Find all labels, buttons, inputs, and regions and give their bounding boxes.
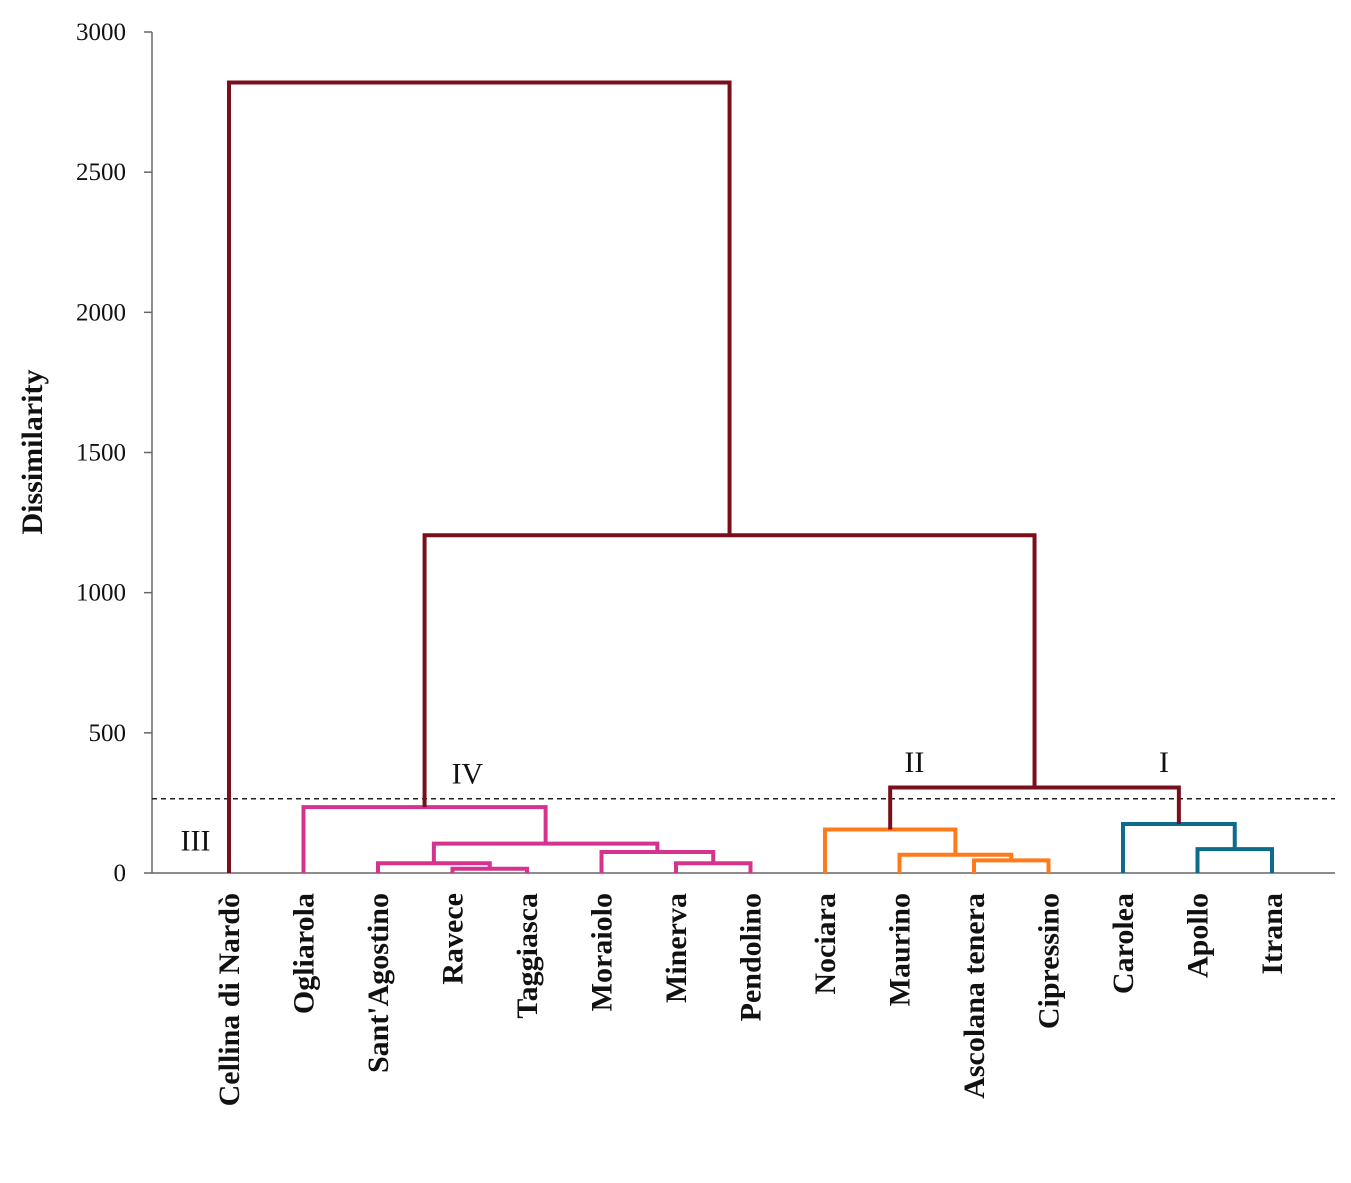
leaf-label: Sant'Agostino bbox=[362, 893, 395, 1073]
cluster-label: III bbox=[180, 825, 210, 858]
y-tick-label: 3000 bbox=[76, 19, 126, 46]
dendrogram-link bbox=[1195, 847, 1274, 873]
y-tick-label: 2000 bbox=[76, 299, 126, 326]
y-axis-title: Dissimilarity bbox=[16, 370, 49, 535]
leaf-labels: Cellina di Nardò Ogliarola Sant'Agostino Ra… bbox=[213, 893, 1289, 1106]
dendrogram-link bbox=[227, 80, 732, 873]
dendrogram-link bbox=[972, 858, 1051, 873]
y-tick-label: 1000 bbox=[76, 580, 126, 607]
dendrogram-link bbox=[422, 533, 1037, 808]
leaf-label: Itrana bbox=[1256, 893, 1289, 975]
y-axis: 0 500 1000 1500 2000 2500 3000 bbox=[76, 19, 1335, 887]
y-tick-label: 2500 bbox=[76, 159, 126, 186]
dendrogram-links bbox=[227, 80, 1274, 873]
leaf-label: Moraiolo bbox=[586, 893, 619, 1011]
leaf-label: Taggiasca bbox=[511, 893, 544, 1019]
dendrogram-link bbox=[674, 861, 753, 873]
leaf-label: Cellina di Nardò bbox=[213, 893, 246, 1106]
leaf-label: Ogliarola bbox=[288, 893, 321, 1014]
y-tick-label: 0 bbox=[114, 860, 127, 887]
leaf-label: Nociara bbox=[809, 893, 842, 995]
leaf-label: Carolea bbox=[1107, 893, 1140, 994]
leaf-label: Pendolino bbox=[735, 893, 768, 1021]
dendrogram-link bbox=[301, 805, 548, 873]
cluster-label: IV bbox=[452, 757, 484, 790]
y-tick-label: 1500 bbox=[76, 440, 126, 467]
dendrogram-link bbox=[897, 852, 1014, 873]
cluster-label: I bbox=[1159, 746, 1169, 779]
y-tick-label: 500 bbox=[89, 720, 127, 747]
leaf-label: Minerva bbox=[660, 893, 693, 1003]
leaf-label: Ascolana tenera bbox=[958, 893, 991, 1099]
leaf-label: Maurino bbox=[884, 893, 917, 1006]
leaf-label: Ravece bbox=[437, 893, 470, 985]
leaf-label: Cipressino bbox=[1033, 893, 1066, 1029]
dendrogram-link bbox=[1121, 821, 1237, 873]
leaf-label: Apollo bbox=[1182, 893, 1215, 978]
cluster-label: II bbox=[904, 746, 924, 779]
dendrogram-link bbox=[823, 827, 958, 873]
